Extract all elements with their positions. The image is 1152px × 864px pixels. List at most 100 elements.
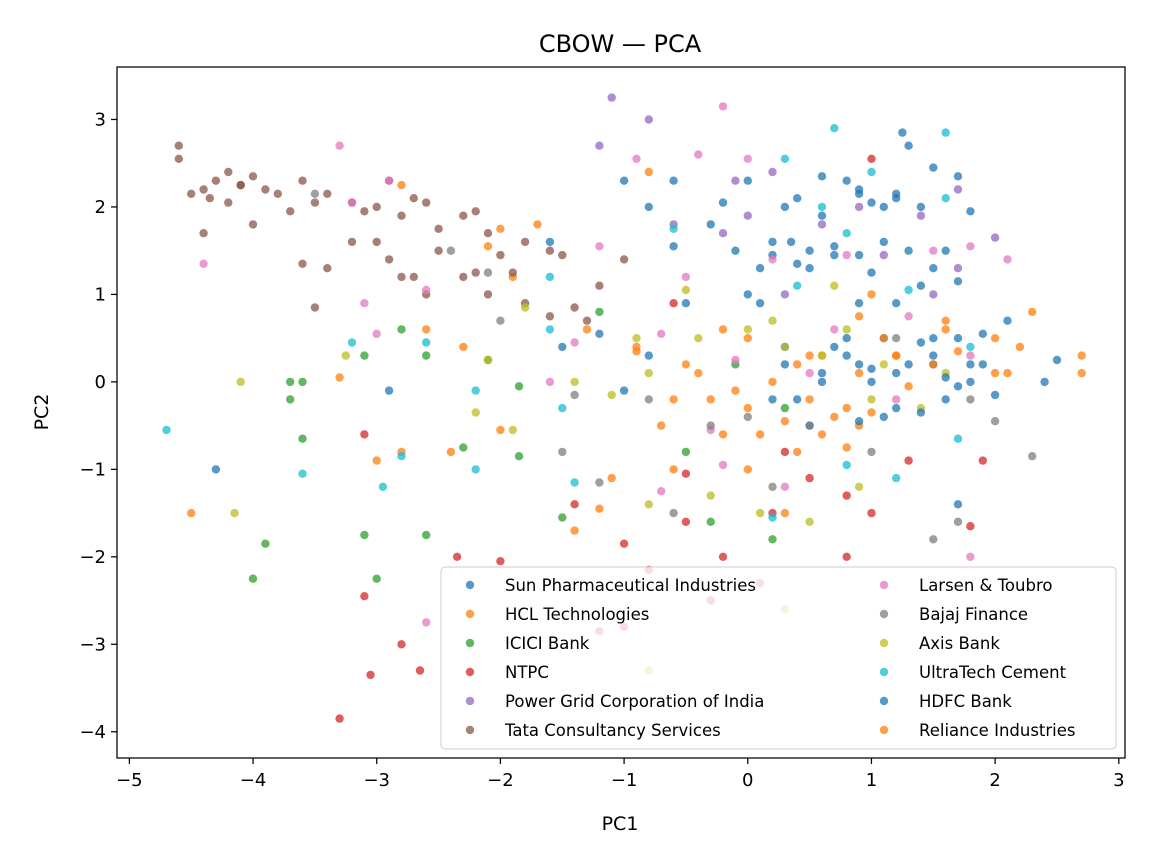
y-tick-label: −1 [79,459,106,480]
scatter-point [397,452,406,461]
scatter-point [780,447,790,457]
scatter-point [842,491,851,500]
scatter-point [718,460,728,470]
scatter-point [681,272,691,282]
x-tick-label: 3 [1113,770,1124,791]
scatter-point [854,482,864,491]
scatter-point [718,430,728,439]
scatter-point [817,368,827,378]
scatter-point [898,128,907,137]
scatter-point [669,176,678,185]
scatter-point [879,334,888,343]
scatter-point [966,342,975,352]
scatter-point [867,508,876,518]
scatter-point [1077,368,1086,378]
legend-marker [465,638,475,648]
legend-label: Axis Bank [919,634,1000,653]
x-tick-label: −5 [116,770,143,791]
scatter-point [236,180,245,190]
scatter-point [892,334,901,343]
scatter-point [558,403,567,413]
scatter-point [768,316,777,325]
scatter-point [273,189,282,198]
scatter-point [892,351,901,360]
scatter-point [842,176,851,185]
scatter-point [483,355,493,365]
scatter-point [694,368,703,378]
scatter-point [780,482,790,491]
scatter-point [570,338,579,347]
legend-marker [879,725,889,735]
scatter-point [842,250,851,260]
x-tick-label: 2 [989,770,1000,791]
scatter-point [347,198,357,207]
scatter-point [632,334,641,343]
scatter-point [768,482,777,491]
scatter-point [867,198,876,207]
scatter-point [582,325,592,334]
scatter-point [459,443,468,452]
scatter-point [805,264,814,273]
scatter-point [366,670,375,680]
scatter-point [520,303,530,312]
scatter-point [830,342,839,352]
scatter-point [508,268,517,277]
scatter-point [805,351,814,360]
scatter-point [347,237,357,247]
scatter-point [1028,307,1037,317]
scatter-point [496,250,505,260]
scatter-point [743,412,752,422]
scatter-point [978,329,987,338]
x-tick-label: −2 [487,770,514,791]
scatter-point [879,360,888,369]
scatter-point [780,360,790,369]
scatter-point [372,237,381,247]
scatter-point [743,290,752,299]
scatter-point [595,504,604,513]
scatter-point [941,373,950,382]
scatter-point [335,141,344,150]
scatter-point [706,491,715,500]
scatter-point [335,714,344,723]
scatter-point [397,272,406,282]
scatter-point [879,412,888,422]
scatter-point [496,425,505,435]
scatter-point [755,264,765,273]
scatter-point [496,316,505,325]
scatter-point [768,377,777,387]
legend-label: Tata Consultancy Services [504,721,721,740]
scatter-point [310,303,320,312]
scatter-point [607,93,616,102]
scatter-point [632,342,641,352]
scatter-point [657,487,666,496]
scatter-point [595,242,604,251]
scatter-point [854,360,864,369]
scatter-point [644,395,653,404]
scatter-point [867,408,876,417]
scatter-point [248,220,258,229]
scatter-point [793,360,802,369]
scatter-point [199,185,208,194]
scatter-point [422,338,431,347]
scatter-point [768,237,777,247]
scatter-point [929,246,938,255]
scatter-point [892,189,901,198]
legend: Sun Pharmaceutical Industries HCL Technol… [440,566,1117,750]
scatter-point [162,425,171,435]
scatter-point [384,255,394,264]
scatter-point [793,259,802,268]
scatter-point [842,334,851,343]
scatter-point [681,447,691,457]
y-tick-label: −3 [79,634,106,655]
scatter-point [681,299,691,308]
scatter-point [286,207,295,216]
scatter-point [545,246,555,255]
scatter-point [681,360,691,369]
scatter-point [817,202,827,212]
scatter-point [187,189,196,198]
scatter-point [718,198,728,207]
scatter-point [780,290,790,299]
scatter-point [842,443,851,452]
scatter-point [842,229,851,238]
scatter-point [867,290,876,299]
